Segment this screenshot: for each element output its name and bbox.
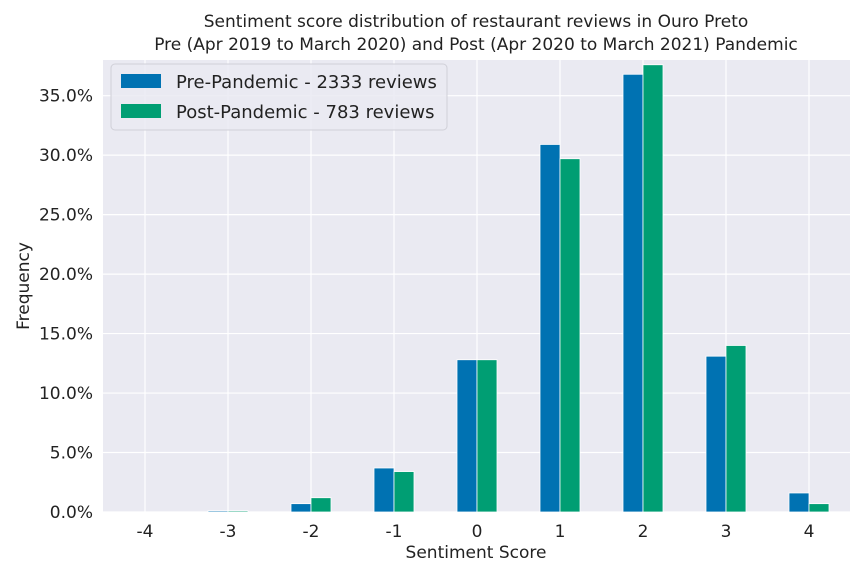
y-axis-ticks: 0.0% 5.0% 10.0% 15.0% 20.0% 25.0% 30.0% 35.0% [39, 87, 93, 523]
y-tick-label: 5.0% [50, 444, 93, 464]
legend: Pre-Pandemic - 2333 reviews Post-Pandemi… [110, 63, 448, 131]
y-tick-label: 10.0% [39, 384, 93, 404]
bar-pre-pandemic--1 [373, 467, 395, 513]
y-tick-label: 15.0% [39, 325, 93, 345]
x-tick-label: -2 [303, 522, 320, 542]
chart-title: Sentiment score distribution of restaura… [204, 12, 749, 32]
x-axis-label: Sentiment Score [406, 543, 547, 563]
bar-post-pandemic-0 [476, 359, 498, 513]
bar-pre-pandemic--3 [207, 510, 229, 513]
chart-subtitle: Pre (Apr 2019 to March 2020) and Post (A… [154, 35, 798, 55]
bar-post-pandemic--1 [393, 471, 415, 513]
x-axis-ticks: -4 -3 -2 -1 0 1 2 3 4 [137, 522, 815, 542]
bar-post-pandemic--3 [227, 510, 249, 513]
legend-swatch-pre-pandemic [121, 74, 161, 88]
x-tick-label: -1 [386, 522, 403, 542]
legend-label-pre-pandemic: Pre-Pandemic - 2333 reviews [176, 72, 437, 93]
x-tick-label: 2 [638, 522, 649, 542]
bar-post-pandemic--2 [310, 497, 332, 513]
bar-post-pandemic-3 [725, 345, 747, 513]
bar-pre-pandemic-0 [456, 359, 478, 513]
y-tick-label: 35.0% [39, 87, 93, 107]
x-tick-label: 4 [804, 522, 815, 542]
x-tick-label: -3 [220, 522, 237, 542]
legend-label-post-pandemic: Post-Pandemic - 783 reviews [176, 102, 435, 123]
bar-post-pandemic-2 [642, 64, 664, 513]
bar-pre-pandemic-2 [622, 73, 644, 513]
y-tick-label: 0.0% [50, 503, 93, 523]
x-tick-label: 1 [555, 522, 566, 542]
x-tick-label: 3 [721, 522, 732, 542]
legend-swatch-post-pandemic [121, 104, 161, 118]
bars [207, 64, 830, 513]
x-tick-label: -4 [137, 522, 154, 542]
bar-pre-pandemic-4 [788, 492, 810, 513]
bar-pre-pandemic-3 [705, 355, 727, 513]
y-tick-label: 30.0% [39, 146, 93, 166]
bar-pre-pandemic--2 [290, 503, 312, 513]
y-tick-label: 20.0% [39, 265, 93, 285]
legend-box [110, 63, 448, 131]
bar-post-pandemic-1 [559, 158, 581, 513]
y-axis-label: Frequency [14, 242, 34, 330]
x-tick-label: 0 [472, 522, 483, 542]
bar-pre-pandemic-1 [539, 144, 561, 513]
y-tick-label: 25.0% [39, 206, 93, 226]
bar-post-pandemic-4 [808, 503, 830, 513]
